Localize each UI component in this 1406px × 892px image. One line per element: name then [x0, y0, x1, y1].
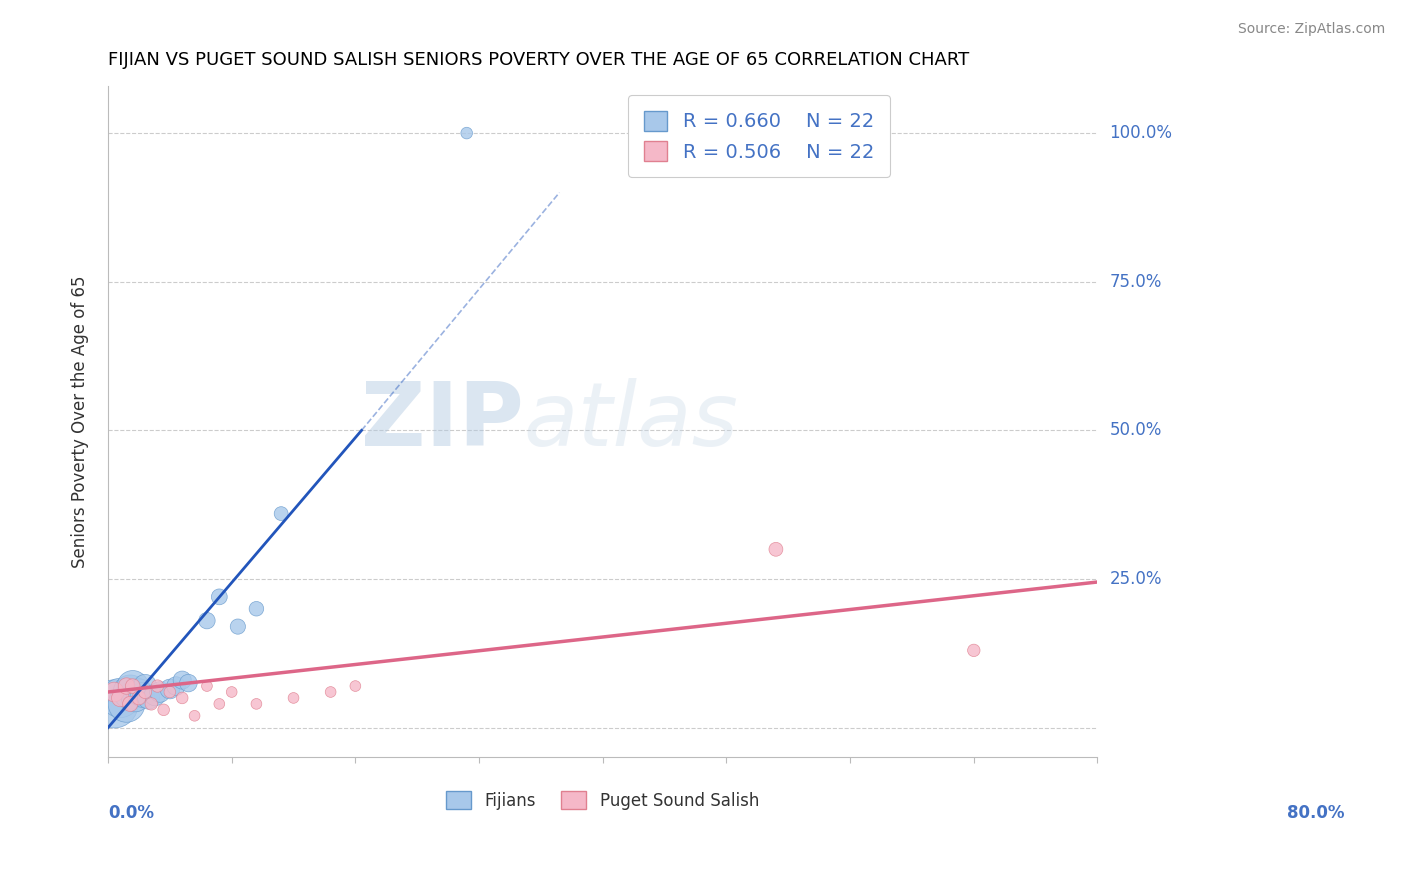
Text: 80.0%: 80.0% [1288, 805, 1346, 822]
Point [159, 685, 181, 699]
Point [456, 126, 478, 140]
Point [183, 708, 205, 723]
Point [208, 590, 231, 604]
Point [115, 697, 138, 711]
Point [110, 690, 132, 705]
Point [765, 542, 787, 557]
Point [152, 703, 174, 717]
Point [115, 679, 138, 693]
Point [121, 679, 143, 693]
Point [103, 685, 125, 699]
Point [221, 685, 243, 699]
Point [270, 507, 292, 521]
Point [319, 685, 342, 699]
Text: FIJIAN VS PUGET SOUND SALISH SENIORS POVERTY OVER THE AGE OF 65 CORRELATION CHAR: FIJIAN VS PUGET SOUND SALISH SENIORS POV… [108, 51, 969, 69]
Text: Source: ZipAtlas.com: Source: ZipAtlas.com [1237, 22, 1385, 37]
Point [165, 679, 187, 693]
Point [103, 697, 125, 711]
Point [226, 619, 249, 633]
Point [128, 685, 150, 699]
Text: 100.0%: 100.0% [1109, 124, 1173, 142]
Point [344, 679, 367, 693]
Point [195, 614, 218, 628]
Text: 50.0%: 50.0% [1109, 421, 1161, 440]
Point [120, 697, 142, 711]
Text: 75.0%: 75.0% [1109, 273, 1161, 291]
Point [172, 673, 194, 687]
Legend: Fijians, Puget Sound Salish: Fijians, Puget Sound Salish [440, 785, 766, 816]
Point [141, 697, 163, 711]
Point [177, 676, 200, 690]
Point [149, 685, 172, 699]
Point [138, 690, 160, 705]
Point [143, 688, 166, 702]
Point [134, 679, 156, 693]
Point [120, 685, 142, 699]
Point [159, 681, 181, 696]
Point [245, 697, 267, 711]
Point [131, 688, 153, 702]
Point [963, 643, 986, 657]
Point [134, 685, 156, 699]
Point [208, 697, 231, 711]
Point [128, 690, 150, 705]
Point [110, 690, 132, 705]
Point [124, 690, 146, 705]
Point [195, 679, 218, 693]
Point [121, 679, 143, 693]
Point [245, 601, 267, 615]
Text: atlas: atlas [523, 378, 738, 465]
Point [172, 690, 194, 705]
Text: 0.0%: 0.0% [108, 805, 155, 822]
Text: ZIP: ZIP [361, 378, 523, 465]
Y-axis label: Seniors Poverty Over the Age of 65: Seniors Poverty Over the Age of 65 [72, 276, 89, 567]
Text: 25.0%: 25.0% [1109, 570, 1161, 588]
Point [283, 690, 305, 705]
Point [146, 679, 169, 693]
